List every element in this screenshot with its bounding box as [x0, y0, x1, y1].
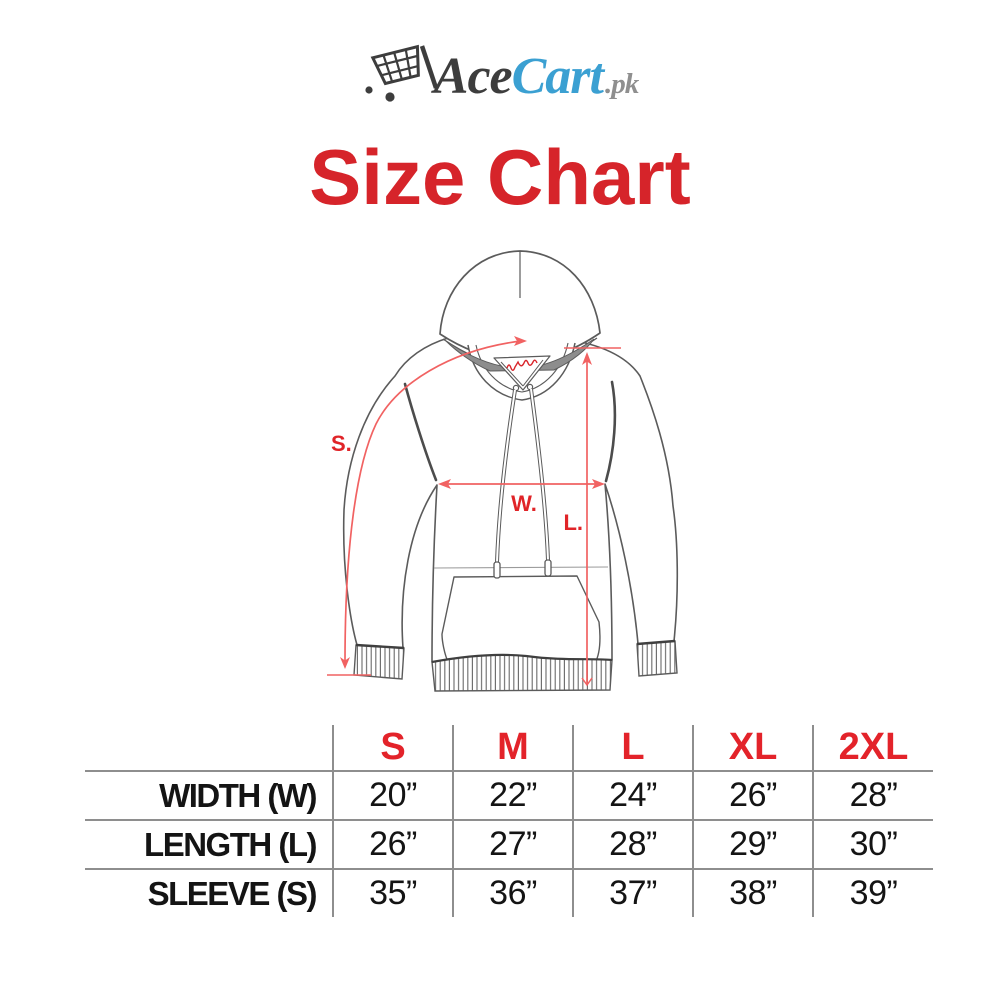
chest-seam — [433, 566, 609, 569]
col-header-l: L — [572, 725, 693, 772]
size-value-cell: 30” — [812, 820, 933, 870]
size-value-cell: 20” — [332, 771, 453, 821]
col-header-m: M — [452, 725, 573, 772]
size-value-cell: 26” — [692, 771, 813, 821]
size-value-cell: 26” — [332, 820, 453, 870]
hoodie-measurement-diagram: S. W. L. — [327, 250, 679, 692]
col-header-2xl: 2XL — [812, 725, 933, 772]
kangaroo-pocket — [441, 575, 601, 665]
brand-word-ace: Ace — [433, 48, 513, 105]
size-value-cell: 35” — [332, 869, 453, 917]
table-row-width: WIDTH (W) 20” 22” 24” 26” 28” — [85, 771, 933, 821]
collar-placket — [493, 355, 551, 391]
row-label-sleeve: SLEEVE (S) — [147, 874, 318, 912]
size-value-cell: 36” — [452, 869, 573, 917]
sleeve-measure-line — [344, 340, 522, 663]
size-value-cell: 38” — [692, 869, 813, 917]
brand-suffix: .pk — [604, 68, 639, 100]
table-row-length: LENGTH (L) 26” 27” 28” 29” 30” — [85, 820, 933, 870]
brand-wordmark: Ace Cart .pk — [433, 48, 639, 105]
left-cuff-ribbing — [353, 644, 405, 680]
col-header-s: S — [332, 725, 453, 772]
sleeve-measure-label: S. — [331, 431, 352, 456]
size-value-cell: 22” — [452, 771, 573, 821]
brand-logo: Ace Cart .pk — [0, 38, 1000, 116]
corner-cell — [85, 725, 333, 772]
brand-word-cart: Cart — [511, 48, 604, 105]
size-value-cell: 28” — [812, 771, 933, 821]
length-measure-label: L. — [563, 510, 583, 535]
size-value-cell: 39” — [812, 869, 933, 917]
row-label-length: LENGTH (L) — [85, 820, 333, 870]
size-table: S M L XL 2XL WIDTH (W) 20” 22” 24” 26” 2… — [85, 725, 933, 917]
left-raglan-seam — [403, 382, 438, 482]
left-aglet — [493, 561, 501, 579]
size-value-cell: 37” — [572, 869, 693, 917]
page-title: Size Chart — [309, 133, 691, 221]
row-label-width: WIDTH (W) — [85, 771, 333, 821]
hood-lining — [445, 338, 595, 372]
size-value-cell: 27” — [452, 820, 573, 870]
width-measure-label: W. — [511, 491, 537, 516]
right-aglet — [544, 559, 552, 577]
collar-brand-mark — [506, 359, 538, 371]
right-raglan-seam — [604, 380, 617, 483]
right-cuff-ribbing — [636, 640, 678, 677]
right-eyelet — [526, 383, 534, 391]
size-value-cell: 24” — [572, 771, 693, 821]
size-table-header-row: S M L XL 2XL — [85, 725, 933, 772]
size-value-cell: 29” — [692, 820, 813, 870]
shopping-cart-icon — [365, 44, 438, 102]
col-header-xl: XL — [692, 725, 813, 772]
table-row-sleeve: SLEEVE (S) 35” 36” 37” 38” 39” — [85, 869, 933, 917]
size-value-cell: 28” — [572, 820, 693, 870]
left-eyelet — [512, 384, 520, 392]
